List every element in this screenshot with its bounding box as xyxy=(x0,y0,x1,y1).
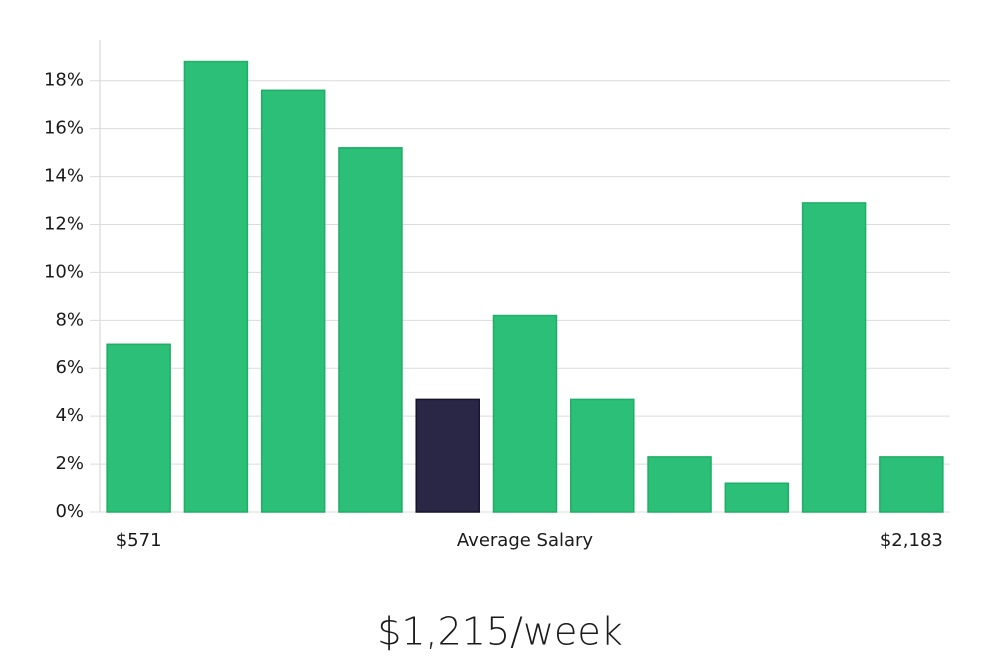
y-tick-label: 12% xyxy=(44,213,84,234)
y-tick-label: 10% xyxy=(44,261,84,282)
y-tick-label: 18% xyxy=(44,70,84,91)
bar xyxy=(647,456,712,513)
bar xyxy=(879,456,944,513)
y-tick-label: 0% xyxy=(55,501,84,522)
bar xyxy=(415,398,480,513)
y-tick-label: 4% xyxy=(55,405,84,426)
x-axis-label: Average Salary xyxy=(457,530,594,551)
y-tick-label: 8% xyxy=(55,309,84,330)
bar xyxy=(570,398,635,513)
x-tick-label: $2,183 xyxy=(880,530,943,551)
summary: $1,215/week xyxy=(377,610,623,654)
x-tick-label: $571 xyxy=(116,530,162,551)
bar xyxy=(106,343,171,513)
bar xyxy=(801,202,867,513)
y-tick-label: 16% xyxy=(44,118,84,139)
bar xyxy=(183,60,249,513)
y-tick-label: 2% xyxy=(55,453,84,474)
y-tick-label: 14% xyxy=(44,166,84,187)
bar xyxy=(492,314,558,513)
bar xyxy=(338,147,403,513)
bar xyxy=(260,89,326,513)
y-tick-label: 6% xyxy=(55,357,84,378)
bar xyxy=(724,482,790,513)
